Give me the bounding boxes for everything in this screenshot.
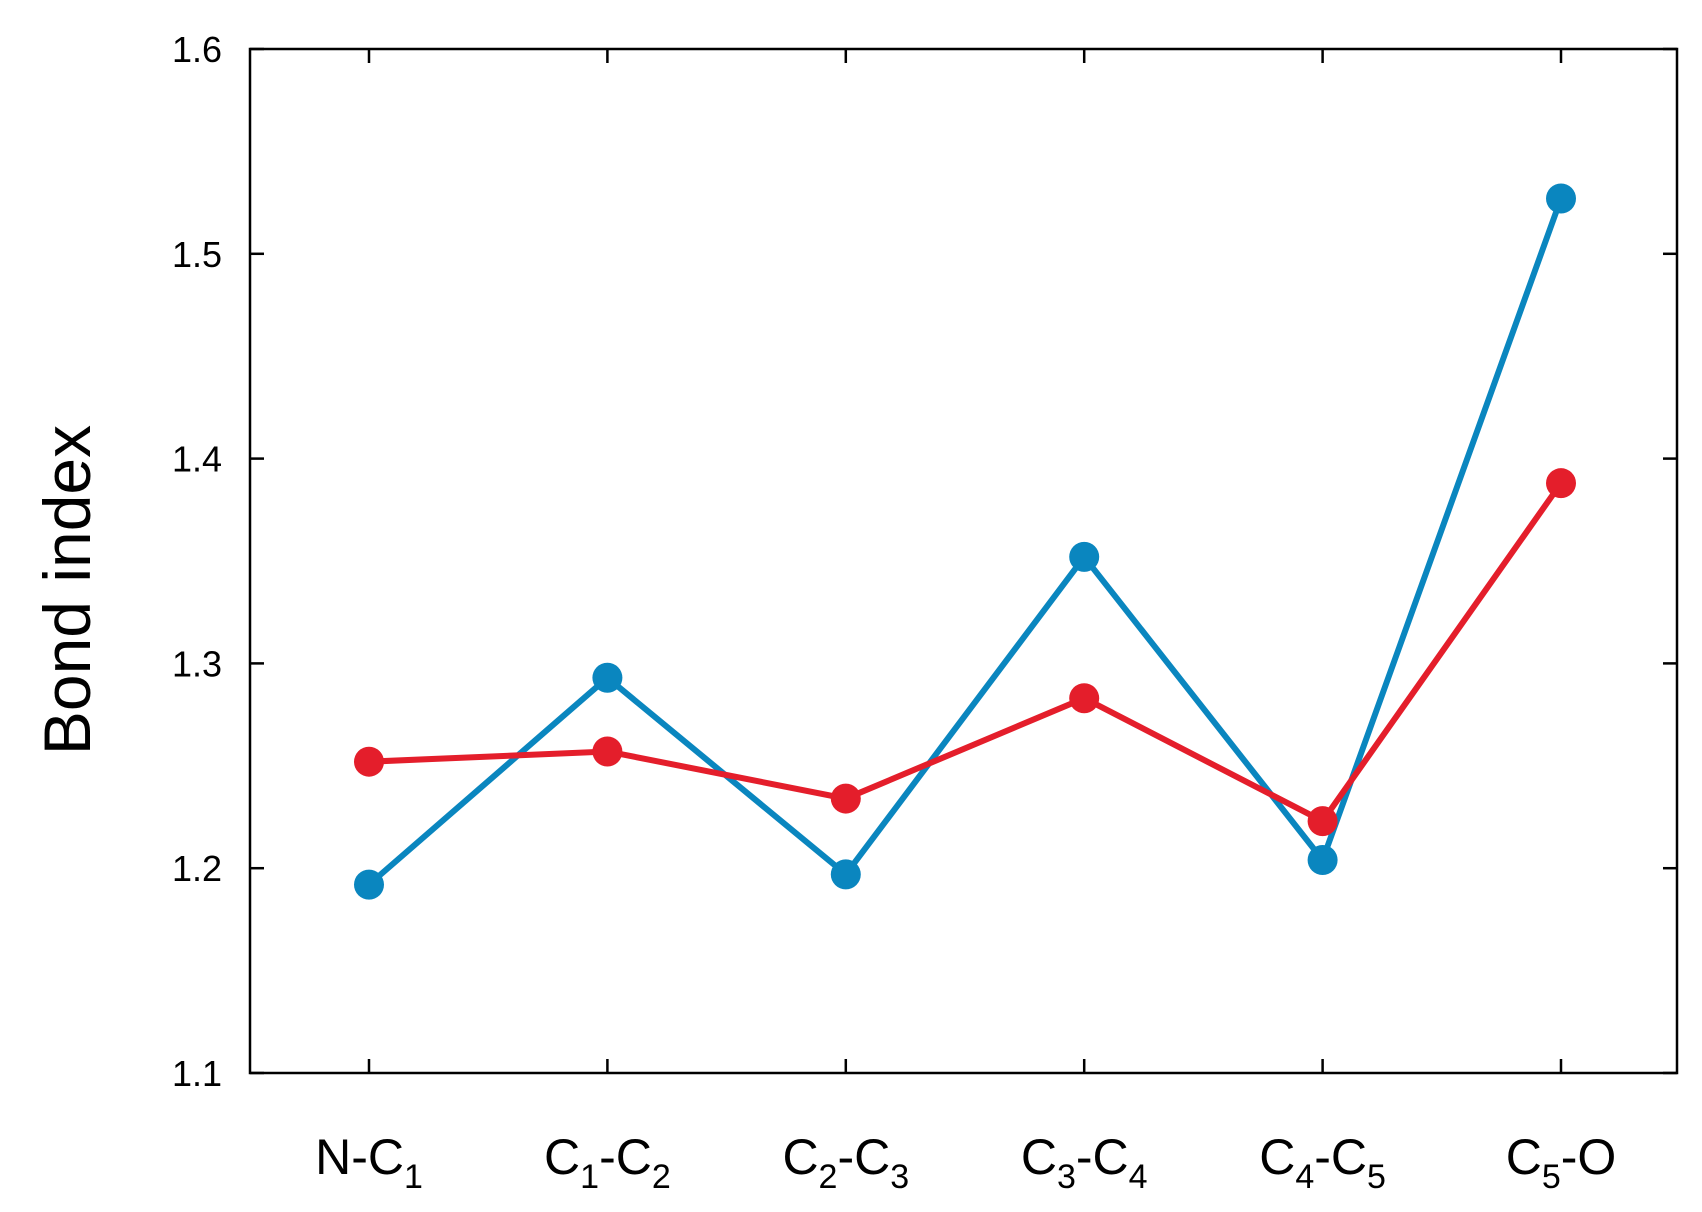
series-1-point — [1307, 845, 1338, 876]
x-tick-labels: N-C1 C1-C2 C2-C3 C3-C4 C4-C5 C5-O — [315, 1129, 1616, 1196]
y-tick-label: 1.4 — [172, 439, 222, 480]
series-2-point — [354, 746, 384, 777]
x-category-label: C5-O — [1506, 1129, 1617, 1196]
series-points — [354, 183, 1576, 900]
series-2-point — [830, 783, 861, 814]
series-1-point — [592, 662, 623, 693]
x-category-label: C4-C5 — [1259, 1129, 1386, 1196]
series-2-point — [1546, 468, 1576, 499]
series-1-point — [1069, 541, 1100, 572]
axis-ticks — [250, 47, 1677, 1075]
series-2-point — [1069, 683, 1100, 714]
y-axis-title: Bond index — [30, 425, 104, 755]
y-tick-labels: 1.1 1.2 1.3 1.4 1.5 1.6 — [172, 29, 222, 1094]
series-1-point — [1546, 183, 1576, 214]
x-category-label: C3-C4 — [1021, 1129, 1148, 1196]
x-category-label: C2-C3 — [782, 1129, 909, 1196]
series-lines — [367, 197, 1564, 887]
y-tick-label: 1.5 — [172, 234, 222, 275]
series-2-line — [368, 481, 1564, 825]
series-1-point — [354, 869, 384, 900]
y-tick-label: 1.3 — [172, 643, 222, 684]
y-tick-label: 1.6 — [172, 29, 222, 70]
x-category-label: N-C1 — [315, 1129, 423, 1196]
series-2-point — [1307, 806, 1338, 837]
series-1-line — [367, 197, 1564, 887]
y-tick-label: 1.2 — [172, 848, 222, 889]
series-2-point — [592, 736, 623, 767]
series-1-point — [830, 859, 861, 890]
plot-frame — [248, 47, 1679, 1075]
x-category-label: C1-C2 — [544, 1129, 671, 1196]
y-tick-label: 1.1 — [172, 1053, 222, 1094]
